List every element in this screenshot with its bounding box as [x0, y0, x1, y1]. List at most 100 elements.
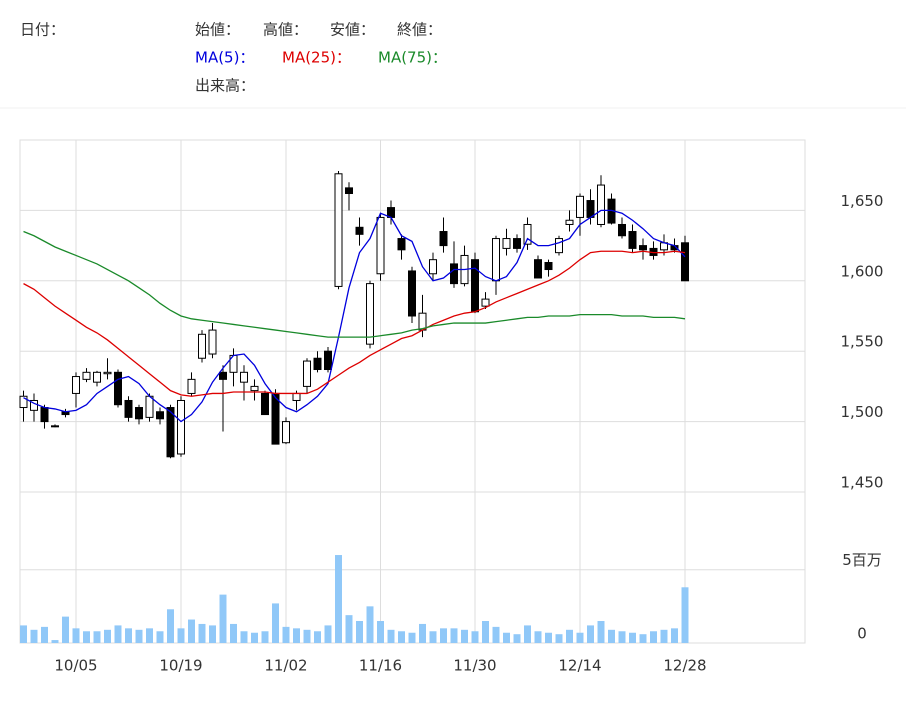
volume-bar — [93, 631, 101, 643]
volume-bar — [450, 628, 458, 643]
y-tick-label: 1,600 — [841, 262, 884, 280]
candle-body — [397, 238, 406, 251]
volume-bar — [639, 634, 647, 643]
candle-body — [345, 187, 353, 195]
candle-body — [324, 350, 332, 371]
volume-bar — [167, 609, 174, 643]
legend-entry: MA(25)： — [282, 49, 351, 67]
candle-body — [250, 385, 259, 392]
x-tick-label: 10/19 — [159, 657, 202, 675]
volume-bar — [282, 626, 290, 643]
candle-body — [271, 392, 280, 445]
volume-bar — [440, 628, 447, 643]
candle-body — [19, 395, 28, 409]
volume-bar — [377, 621, 384, 643]
volume-bar — [146, 628, 153, 643]
volume-bar — [156, 631, 164, 643]
candle-body — [628, 231, 637, 249]
candle-body — [502, 238, 511, 249]
volume-bar — [230, 623, 237, 643]
low-label: 安値： — [330, 21, 375, 39]
volume-bar — [114, 625, 122, 643]
volume-bar — [20, 625, 27, 643]
volume-bar — [503, 632, 510, 643]
volume-bar — [555, 634, 563, 643]
candle-body — [313, 357, 322, 371]
y-tick-label: 1,500 — [841, 403, 884, 421]
volume-bar — [660, 629, 668, 643]
volume-bar — [419, 623, 426, 643]
volume-bar — [429, 631, 437, 643]
candle-body — [261, 392, 269, 416]
candle-body — [240, 371, 248, 383]
volume-bar — [41, 626, 48, 643]
candle-body — [450, 263, 458, 285]
candle-body — [534, 259, 542, 279]
x-tick-label: 10/05 — [54, 657, 97, 675]
volume-bar — [566, 629, 573, 643]
y-tick-label: 1,450 — [841, 474, 884, 492]
y-tick-label: 1,550 — [841, 333, 884, 351]
x-tick-label: 12/28 — [663, 657, 706, 675]
volume-bar — [461, 629, 468, 643]
volume-bar — [545, 632, 552, 643]
candle-body — [439, 231, 448, 247]
candle-body — [219, 371, 227, 380]
volume-bar — [177, 628, 185, 643]
volume-bar — [30, 629, 38, 643]
volume-bar — [366, 606, 374, 643]
volume-bar — [188, 619, 195, 643]
volume-bar — [135, 629, 143, 643]
volume-bar — [324, 625, 332, 643]
ma-line — [23, 250, 686, 397]
volume-bar — [398, 631, 405, 643]
volume-bar — [534, 631, 542, 643]
volume-bar — [198, 623, 206, 643]
x-tick-label: 11/30 — [453, 657, 496, 675]
candle-body — [492, 238, 500, 282]
candle-body — [72, 376, 80, 394]
candle-body — [177, 399, 185, 455]
candle-body — [82, 371, 91, 380]
volume-bar — [104, 629, 111, 643]
candle-body — [51, 425, 59, 428]
volume-bar — [387, 629, 395, 643]
volume-bar — [303, 629, 311, 643]
candle-body — [618, 223, 626, 237]
volume-bar — [492, 626, 500, 643]
candle-body — [376, 216, 385, 275]
candle-body — [481, 298, 490, 307]
volume-bar — [524, 625, 531, 643]
candle-body — [114, 371, 122, 406]
ma-line — [23, 209, 686, 423]
candle-body — [334, 173, 343, 287]
volume-bar — [261, 631, 269, 643]
candle-body — [597, 184, 605, 225]
candle-body — [303, 360, 311, 387]
volume-bar — [314, 631, 321, 643]
candle-body — [576, 195, 584, 218]
y-tick-label: 1,650 — [841, 192, 884, 210]
candle-body — [145, 395, 154, 418]
volume-bar — [125, 628, 132, 643]
candle-body — [429, 259, 437, 275]
candle-body — [187, 378, 196, 394]
candle-body — [565, 219, 574, 225]
volume-bar — [83, 631, 90, 643]
candle-body — [156, 411, 164, 420]
candle-body — [208, 329, 217, 355]
volume-bar — [671, 628, 678, 643]
volume-bar — [51, 640, 59, 643]
open-label: 始値： — [195, 21, 240, 39]
volume-bar — [597, 621, 605, 643]
volume-bar — [513, 634, 521, 643]
candle-body — [523, 223, 532, 245]
ma-line — [23, 230, 686, 338]
candle-body — [681, 242, 689, 282]
volume-bar — [608, 629, 615, 643]
candle-body — [555, 238, 563, 254]
candle-body — [355, 226, 364, 235]
high-label: 高値： — [263, 21, 308, 39]
candle-body — [124, 399, 133, 418]
volume-bar — [629, 632, 636, 643]
